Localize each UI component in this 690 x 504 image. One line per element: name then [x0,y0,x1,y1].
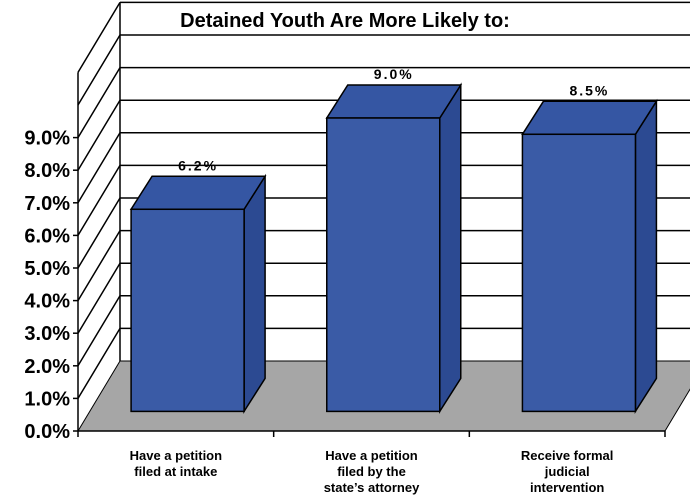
bar-top [521,100,658,136]
y-tick-label: 1.0% [24,388,70,410]
gridline-side [77,34,121,106]
gridline-side [77,99,121,171]
y-tick-label: 6.0% [24,225,70,247]
bar-top [129,175,267,211]
x-tick-label-line: judicial [544,464,590,479]
gridline-side [77,295,121,367]
x-tick-label-line: Have a petition [325,448,418,463]
y-tick-label: 4.0% [24,291,70,313]
y-tick-label: 3.0% [24,323,70,345]
bar-front [521,133,637,413]
x-tick-label-line: intervention [530,480,604,495]
x-tick-label-line: filed at intake [134,464,217,479]
bar-side [243,173,266,414]
gridline-side [77,328,121,399]
bar-front [326,117,441,413]
y-tick-label: 2.0% [24,356,70,378]
gridline-side [77,165,121,236]
y-tick-label: 0.0% [24,421,70,443]
gridline-side [77,197,121,269]
data-label: 8.5% [569,82,609,98]
bar-side [634,98,658,414]
x-tick-label: Have a petition filed by the state’s attor… [324,448,420,495]
x-tick-label-line: Receive formal [521,448,614,463]
data-label: 6.2% [178,157,218,173]
x-tick-label-line: Have a petition [130,448,223,463]
chart-title: Detained Youth Are More Likely to: [180,10,510,32]
bar-side [439,82,462,414]
gridline-side [77,262,121,334]
x-tick-label: Receive formal judicial intervention [521,448,614,495]
y-tick-label: 5.0% [24,258,70,280]
bar [129,173,267,414]
gridline-side [77,67,121,138]
gridline-side [77,230,121,301]
y-tick-label: 9.0% [24,128,70,150]
data-label: 9.0% [374,66,414,82]
x-tick-label: Have a petition filed at intake [130,448,223,479]
bar [521,98,658,414]
x-tick-label-line: state’s attorney [324,480,420,495]
y-tick-label: 7.0% [24,193,70,215]
bar-top [325,84,463,119]
gridline-side [77,132,121,204]
bar-front [130,208,245,413]
x-tick-label-line: filed by the [337,464,406,479]
y-tick-label: 8.0% [24,160,70,182]
bar [325,82,463,414]
gridline-side [77,2,121,73]
